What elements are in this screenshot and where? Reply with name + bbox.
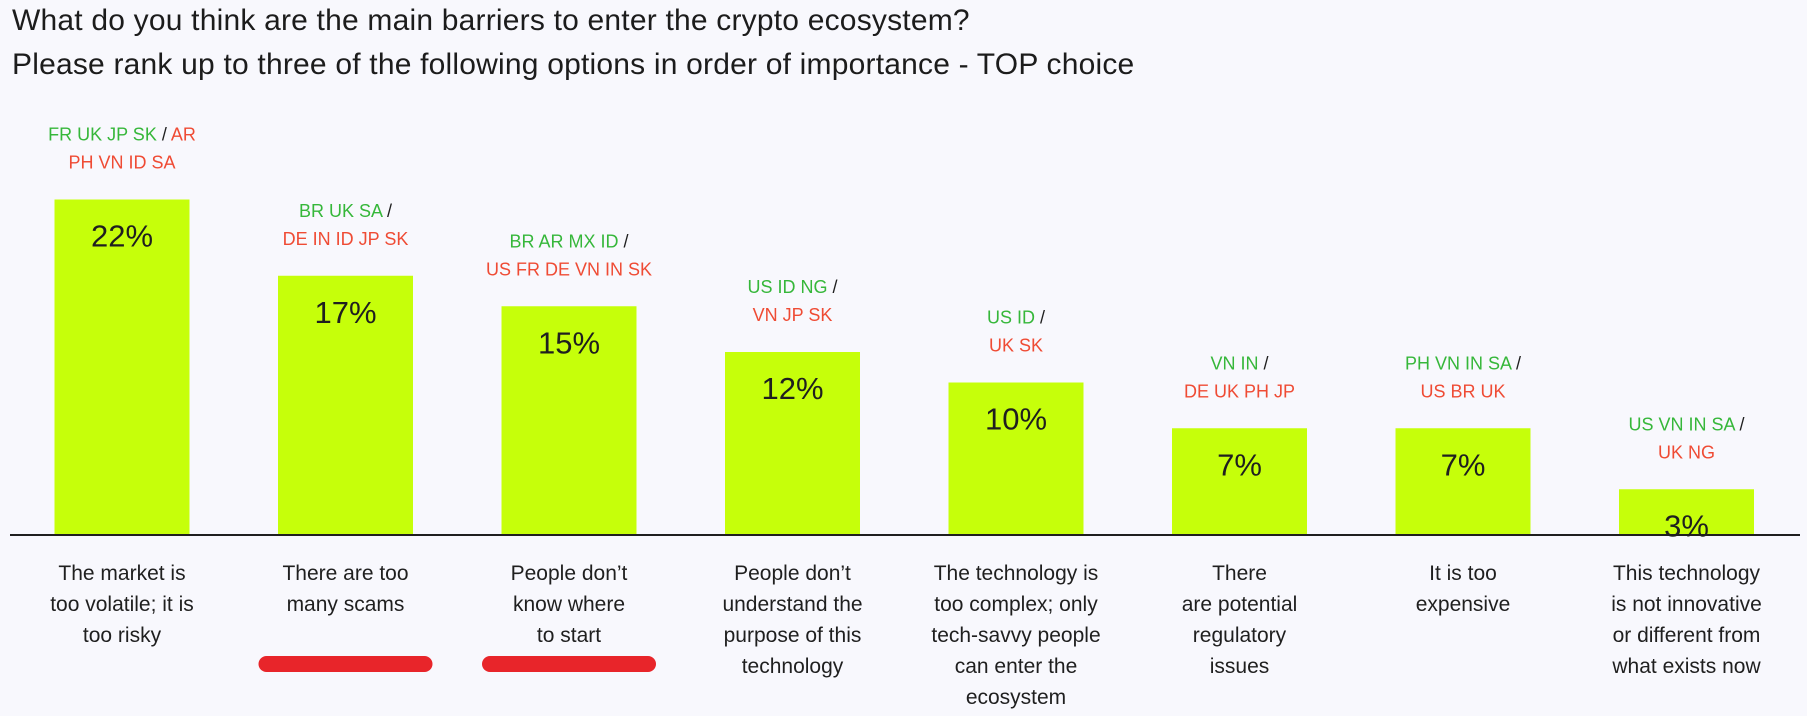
- category-label-5-line-5: ecosystem: [966, 686, 1066, 709]
- country-note-3-line-1: BR AR MX ID /: [509, 231, 628, 251]
- country-note-2-line-1: BR UK SA /: [299, 201, 392, 221]
- category-label-1-line-1: The market is: [58, 562, 185, 585]
- country-note-5-line-2: UK SK: [989, 336, 1043, 356]
- category-label-3-line-1: People don’t: [511, 562, 628, 585]
- country-group-pos: BR UK SA: [299, 201, 383, 221]
- highlight-underline-2: [258, 656, 433, 672]
- category-label-5-line-4: can enter the: [955, 655, 1078, 678]
- category-label-5-line-1: The technology is: [934, 562, 1099, 585]
- bar-1: [54, 199, 190, 535]
- category-label-6-line-1: There: [1212, 562, 1267, 585]
- bar-7: [1395, 428, 1531, 535]
- value-label-3: 15%: [538, 325, 600, 360]
- category-label-6-line-4: issues: [1210, 655, 1270, 678]
- category-label-6-line-3: regulatory: [1193, 624, 1287, 647]
- country-note-3-line-2: US FR DE VN IN SK: [486, 259, 652, 279]
- country-group-pos: VN IN: [1210, 353, 1258, 373]
- category-label-1-line-2: too volatile; it is: [50, 593, 194, 616]
- country-note-5-line-1: US ID /: [987, 308, 1045, 328]
- country-group-sep: /: [1035, 308, 1045, 328]
- country-note-4-line-2: VN JP SK: [753, 305, 833, 325]
- country-note-1-line-2: PH VN ID SA: [68, 153, 175, 173]
- value-label-4: 12%: [761, 371, 823, 406]
- country-group-pos: PH VN IN SA: [1405, 353, 1512, 373]
- category-label-1-line-3: too risky: [83, 624, 162, 647]
- country-group-pos: US ID NG: [747, 277, 827, 297]
- country-group-neg: VN JP SK: [753, 305, 833, 325]
- country-note-4-line-1: US ID NG /: [747, 277, 837, 297]
- category-label-8-line-2: is not innovative: [1611, 593, 1762, 616]
- country-group-sep: /: [1735, 414, 1745, 434]
- bar-8: [1619, 489, 1754, 535]
- category-label-3-line-2: know where: [513, 593, 625, 616]
- category-label-8-line-3: or different from: [1613, 624, 1761, 647]
- category-label-4-line-4: technology: [742, 655, 844, 678]
- category-label-5-line-3: tech-savvy people: [931, 624, 1100, 647]
- value-label-5: 10%: [985, 402, 1047, 437]
- value-label-2: 17%: [314, 295, 376, 330]
- category-label-2-line-2: many scams: [287, 593, 405, 616]
- category-label-4-line-2: understand the: [722, 593, 862, 616]
- category-label-8-line-4: what exists now: [1611, 655, 1761, 678]
- country-note-8-line-1: US VN IN SA /: [1628, 414, 1744, 434]
- bar-3: [501, 306, 637, 535]
- country-group-sep: /: [1511, 353, 1521, 373]
- value-label-8: 3%: [1664, 508, 1709, 543]
- country-group-sep: /: [1259, 353, 1269, 373]
- country-group-neg: US BR UK: [1420, 381, 1505, 401]
- bar-4: [725, 352, 860, 535]
- country-group-neg: UK NG: [1658, 442, 1715, 462]
- country-group-neg: DE IN ID JP SK: [283, 229, 409, 249]
- bar-5: [948, 382, 1084, 535]
- country-group-sep: /: [157, 125, 171, 145]
- category-label-4-line-1: People don’t: [734, 562, 851, 585]
- country-note-7-line-2: US BR UK: [1420, 381, 1505, 401]
- category-label-6-line-2: are potential: [1182, 593, 1298, 616]
- country-note-1-line-1: FR UK JP SK / AR: [48, 125, 196, 145]
- chart-title-line-1: What do you think are the main barriers …: [12, 4, 970, 37]
- country-group-neg: DE UK PH JP: [1184, 381, 1295, 401]
- country-note-2-line-2: DE IN ID JP SK: [283, 229, 409, 249]
- country-group-neg: PH VN ID SA: [68, 153, 175, 173]
- country-group-pos: BR AR MX ID: [509, 231, 618, 251]
- value-label-7: 7%: [1441, 447, 1486, 482]
- country-group-sep: /: [828, 277, 838, 297]
- category-label-3-line-3: to start: [537, 624, 601, 647]
- country-group-sep: /: [619, 231, 629, 251]
- category-label-7-line-1: It is too: [1429, 562, 1497, 585]
- highlight-underline-3: [482, 656, 656, 672]
- country-group-neg: AR: [171, 125, 196, 145]
- category-label-7-line-2: expensive: [1416, 593, 1511, 616]
- category-label-2-line-1: There are too: [282, 562, 408, 585]
- value-label-6: 7%: [1217, 447, 1262, 482]
- country-group-pos: US VN IN SA: [1628, 414, 1735, 434]
- country-group-neg: US FR DE VN IN SK: [486, 259, 652, 279]
- category-label-4-line-3: purpose of this: [724, 624, 862, 647]
- country-note-7-line-1: PH VN IN SA /: [1405, 353, 1521, 373]
- bar-2: [278, 275, 413, 535]
- chart-title-line-2: Please rank up to three of the following…: [12, 48, 1135, 81]
- country-group-pos: FR UK JP SK: [48, 125, 157, 145]
- country-group-pos: US ID: [987, 308, 1035, 328]
- category-label-5-line-2: too complex; only: [934, 593, 1098, 616]
- bar-6: [1172, 428, 1307, 535]
- country-group-sep: /: [382, 201, 392, 221]
- country-note-6-line-1: VN IN /: [1210, 353, 1268, 373]
- category-label-8-line-1: This technology: [1613, 562, 1761, 585]
- value-label-1: 22%: [91, 219, 153, 254]
- country-note-6-line-2: DE UK PH JP: [1184, 381, 1295, 401]
- country-note-8-line-2: UK NG: [1658, 442, 1715, 462]
- country-group-neg: UK SK: [989, 336, 1043, 356]
